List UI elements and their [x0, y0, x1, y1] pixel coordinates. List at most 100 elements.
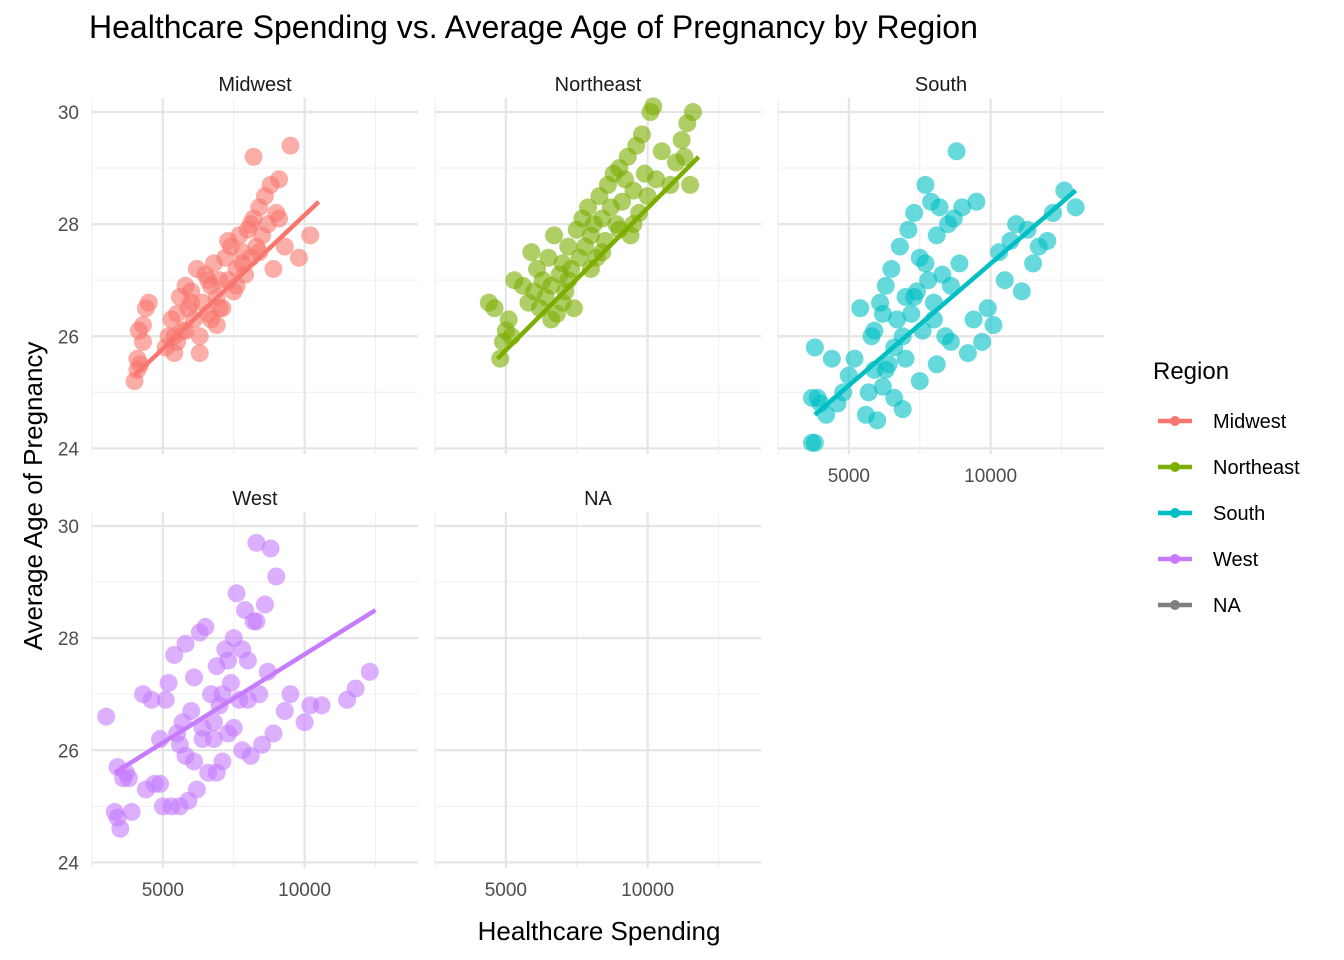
data-point: [499, 310, 518, 329]
legend-point-key: [1170, 554, 1180, 564]
data-point: [890, 237, 909, 256]
data-point: [241, 215, 260, 234]
data-point: [219, 231, 238, 250]
data-point: [1024, 254, 1043, 273]
data-point: [953, 198, 972, 217]
data-point: [859, 383, 878, 402]
data-point: [579, 198, 598, 217]
data-point: [247, 533, 266, 552]
data-point: [1038, 231, 1057, 250]
data-point: [136, 299, 155, 318]
data-point: [111, 819, 130, 838]
data-point: [185, 668, 204, 687]
facet-panel-midwest: Midwest 24 26 28 30: [58, 74, 418, 460]
data-point: [958, 344, 977, 363]
data-point: [213, 685, 232, 704]
data-point: [122, 802, 141, 821]
data-point: [805, 433, 824, 452]
y-tick-label: 28: [58, 629, 79, 650]
legend-entry-northeast: Northeast: [1158, 457, 1300, 479]
legend-point-key: [1170, 462, 1180, 472]
data-point: [805, 338, 824, 357]
data-point: [270, 209, 289, 228]
data-point: [675, 147, 694, 166]
data-point: [916, 175, 935, 194]
data-point: [238, 690, 257, 709]
data-point: [134, 332, 153, 351]
x-tick-label: 5000: [828, 466, 870, 487]
data-point: [204, 713, 223, 732]
data-point: [176, 634, 195, 653]
y-tick-label: 26: [58, 741, 79, 762]
data-point: [865, 321, 884, 340]
data-point: [264, 724, 283, 743]
x-axis-label: Healthcare Spending: [478, 916, 721, 946]
data-point: [683, 103, 702, 122]
x-tick-label: 5000: [485, 880, 527, 901]
data-point: [264, 259, 283, 278]
data-point: [202, 310, 221, 329]
data-point: [1066, 198, 1085, 217]
data-point: [542, 310, 561, 329]
data-point: [241, 746, 260, 765]
data-point: [995, 271, 1014, 290]
data-point: [672, 131, 691, 150]
data-point: [902, 304, 921, 323]
data-point: [301, 226, 320, 245]
data-point: [289, 248, 308, 267]
y-tick-label: 30: [58, 103, 79, 124]
facet-strip-label: South: [915, 74, 967, 96]
data-point: [930, 198, 949, 217]
data-point: [1012, 282, 1031, 301]
data-point: [270, 170, 289, 189]
data-point: [545, 226, 564, 245]
data-point: [681, 175, 700, 194]
legend-title: Region: [1153, 358, 1229, 385]
data-point: [182, 702, 201, 721]
legend-point-key: [1170, 416, 1180, 426]
data-point: [199, 271, 218, 290]
data-point: [267, 567, 286, 586]
facet-panel-south: South 5000 10000: [777, 74, 1104, 487]
data-point: [910, 372, 929, 391]
legend-entry-midwest: Midwest: [1158, 411, 1287, 433]
legend: Region Midwest Northeast South West NA: [1153, 358, 1300, 617]
trend-line: [495, 155, 701, 361]
facet-strip-label: NA: [584, 488, 612, 510]
data-point: [233, 640, 252, 659]
facet-strip-label: West: [232, 488, 278, 510]
data-point: [312, 696, 331, 715]
facet-panel-west: West 24 26 28 30 5000 10000: [58, 488, 418, 901]
legend-entry-west: West: [1158, 549, 1259, 571]
data-point: [193, 730, 212, 749]
data-point: [613, 192, 632, 211]
data-point: [873, 377, 892, 396]
data-point: [978, 299, 997, 318]
data-point: [581, 259, 600, 278]
legend-label: NA: [1213, 595, 1241, 617]
facet-strip-label: Midwest: [218, 74, 292, 96]
data-point: [559, 237, 578, 256]
data-point: [134, 316, 153, 335]
y-axis-label: Average Age of Pregnancy: [18, 342, 48, 651]
data-point: [950, 254, 969, 273]
data-point: [899, 220, 918, 239]
legend-label: South: [1213, 503, 1265, 525]
data-point: [919, 271, 938, 290]
facet-panel-northeast: Northeast: [434, 74, 761, 454]
data-point: [896, 349, 915, 368]
data-point: [885, 388, 904, 407]
data-point: [207, 763, 226, 782]
data-point: [281, 685, 300, 704]
facet-panel-na: NA 5000 10000: [434, 488, 761, 901]
data-point: [253, 735, 272, 754]
data-point: [165, 645, 184, 664]
data-point: [941, 332, 960, 351]
data-point: [845, 349, 864, 368]
facet-strip-label: Northeast: [555, 74, 642, 96]
data-point: [244, 147, 263, 166]
data-point: [876, 360, 895, 379]
data-point: [281, 136, 300, 155]
data-point: [190, 344, 209, 363]
